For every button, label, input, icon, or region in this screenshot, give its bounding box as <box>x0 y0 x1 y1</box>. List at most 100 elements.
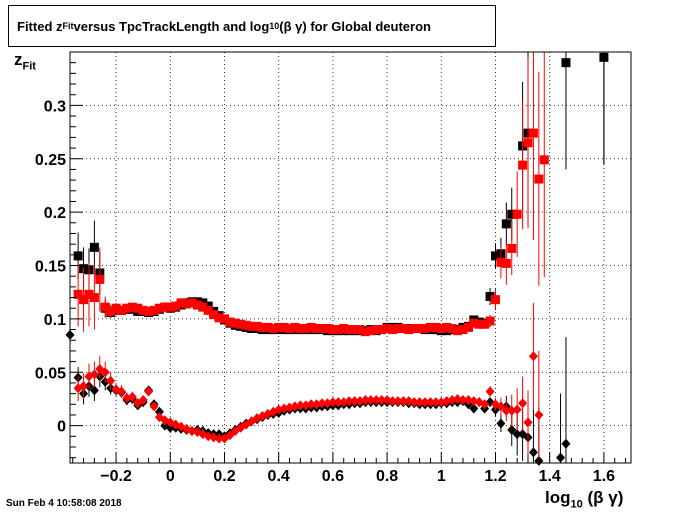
data-point-diamond <box>138 395 148 406</box>
data-point-square <box>219 314 229 324</box>
data-point-square <box>252 321 262 331</box>
data-point-diamond <box>469 403 479 414</box>
data-point-square <box>561 58 571 68</box>
y-tick-label: 0.05 <box>35 365 66 382</box>
data-point-square <box>534 174 544 184</box>
data-point-square <box>539 155 549 165</box>
data-point-square <box>263 322 273 332</box>
title-sub-fit: Fit <box>62 21 74 31</box>
title-pre: Fitted z <box>17 18 63 34</box>
data-point-square <box>100 302 110 312</box>
data-point-square <box>333 325 343 335</box>
data-point-square <box>198 302 208 312</box>
data-point-square <box>95 274 105 284</box>
data-point-diamond <box>306 399 316 410</box>
data-point-square <box>480 319 490 329</box>
data-point-diamond <box>409 397 419 408</box>
data-point-square <box>507 243 517 253</box>
data-point-square <box>431 322 441 332</box>
data-point-diamond <box>371 395 381 406</box>
data-point-square <box>485 291 495 301</box>
data-point-square <box>79 295 89 305</box>
data-point-diamond <box>458 395 468 406</box>
data-point-square <box>518 160 528 170</box>
data-point-square <box>279 322 289 332</box>
data-point-diamond <box>388 396 398 407</box>
data-point-square <box>436 323 446 333</box>
tick-labels: −0.2 0 0.2 0.4 0.6 0.8 1 1.2 1.4 1.6 0 0.05 0.1 0.15 0… <box>35 98 615 485</box>
data-point-diamond <box>89 385 99 396</box>
timestamp: Sun Feb 4 10:58:08 2018 <box>6 498 122 509</box>
data-point-square <box>203 305 213 315</box>
data-point-diamond <box>425 397 435 408</box>
data-point-square <box>447 323 457 333</box>
x-tick-label: 0.2 <box>213 468 235 485</box>
data-point-diamond <box>350 396 360 407</box>
data-point-diamond <box>507 424 517 435</box>
data-point-diamond <box>431 397 441 408</box>
data-point-square <box>187 298 197 308</box>
data-point-square <box>523 138 533 148</box>
data-point-square <box>268 323 278 333</box>
data-point-square <box>236 319 246 329</box>
data-point-diamond <box>496 401 506 412</box>
data-point-diamond <box>317 398 327 409</box>
data-point-square <box>160 302 170 312</box>
data-series <box>65 52 609 466</box>
data-point-square <box>453 326 463 336</box>
data-point-diamond <box>79 381 89 392</box>
x-tick-label: 0 <box>166 468 175 485</box>
data-point-square <box>501 219 511 229</box>
data-point-square <box>360 327 370 337</box>
chart-title: Fitted z Fit versus TpcTrackLength and lo… <box>8 5 496 47</box>
data-point-square <box>290 322 300 332</box>
x-axis-label: log10 (β γ) <box>545 488 623 510</box>
data-point-square <box>73 289 83 299</box>
data-point-square <box>496 257 506 267</box>
data-point-square <box>485 316 495 326</box>
data-point-diamond <box>528 351 538 362</box>
data-point-diamond <box>496 418 506 429</box>
x-tick-label: 1.2 <box>484 468 506 485</box>
data-point-square <box>192 300 202 310</box>
x-tick-label: 1.6 <box>593 468 615 485</box>
y-tick-label: 0 <box>57 419 66 436</box>
title-sub-10: 10 <box>269 21 280 31</box>
data-point-square <box>322 323 332 333</box>
data-point-diamond <box>144 386 154 397</box>
data-point-square <box>328 325 338 335</box>
data-point-square <box>528 128 538 138</box>
series-2 <box>73 52 549 337</box>
data-point-diamond <box>116 386 126 397</box>
data-point-square <box>355 325 365 335</box>
data-point-square <box>420 323 430 333</box>
data-point-square <box>317 323 327 333</box>
data-point-square <box>507 209 517 219</box>
title-post: (β γ) for Global deuteron <box>279 18 431 34</box>
data-point-square <box>393 323 403 333</box>
data-point-square <box>312 323 322 333</box>
data-point-diamond <box>154 406 164 417</box>
data-point-square <box>84 289 94 299</box>
data-point-square <box>214 313 224 323</box>
data-point-square <box>382 323 392 333</box>
x-axis-label-pre: log <box>545 488 571 507</box>
data-point-diamond <box>214 433 224 444</box>
data-point-diamond <box>360 395 370 406</box>
data-point-square <box>463 322 473 332</box>
data-point-square <box>442 322 452 332</box>
data-point-diamond <box>89 369 99 380</box>
x-axis-label-sub: 10 <box>570 498 583 511</box>
data-point-square <box>339 323 349 333</box>
data-point-square <box>388 325 398 335</box>
data-point-square <box>89 242 99 252</box>
data-point-diamond <box>398 396 408 407</box>
data-point-square <box>154 303 164 313</box>
data-point-square <box>111 303 121 313</box>
data-point-diamond <box>512 404 522 415</box>
data-point-diamond <box>534 409 544 420</box>
x-tick-label: 1 <box>437 468 446 485</box>
x-axis-label-post: (β γ) <box>582 488 624 507</box>
y-tick-label: 0.3 <box>44 98 66 115</box>
data-point-square <box>425 322 435 332</box>
